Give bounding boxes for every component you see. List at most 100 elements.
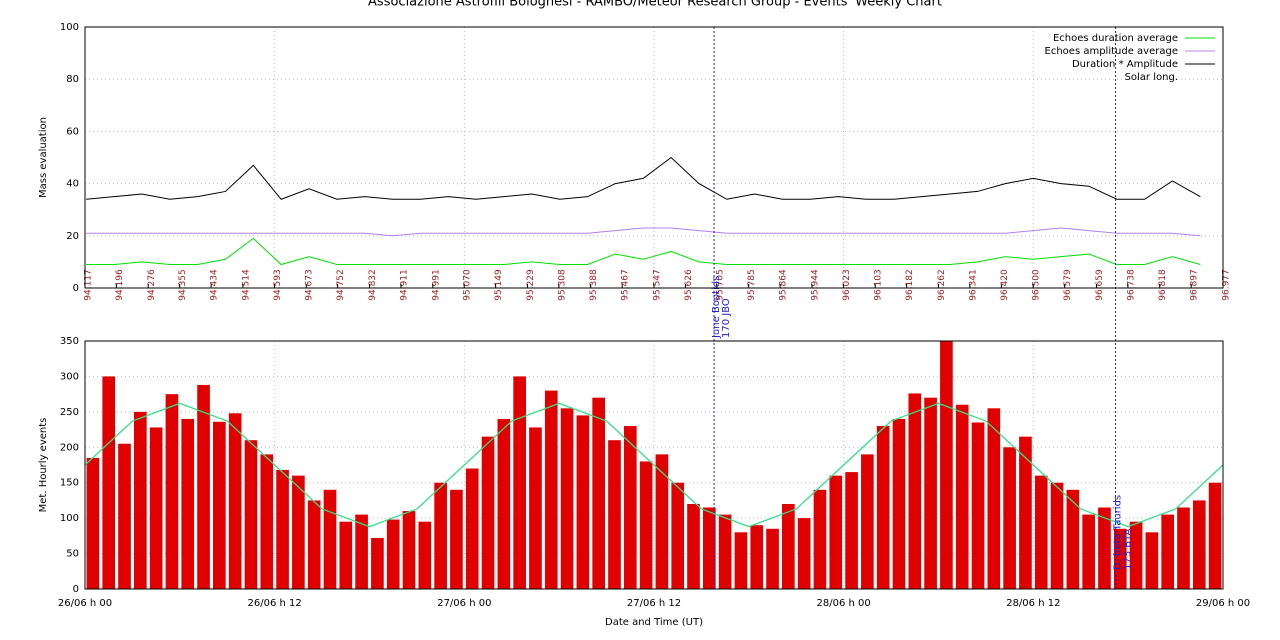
legend-label: Echoes amplitude average [1045, 46, 1178, 57]
solar-long-label: 95.388 [589, 269, 599, 301]
bar [924, 397, 937, 589]
bar [1066, 489, 1080, 589]
bar [734, 532, 748, 589]
solar-long-label: 96.103 [874, 269, 884, 301]
annotation-text: 170 JBO [721, 298, 732, 338]
solar-long-label: 96.977 [1222, 269, 1232, 301]
bar [718, 514, 732, 589]
bar [450, 489, 463, 589]
bar [876, 426, 890, 589]
y-axis-label: Met. Hourly events [38, 418, 49, 513]
solar-long-label: 94.196 [115, 269, 125, 301]
bar [639, 461, 653, 589]
bar [1082, 514, 1095, 589]
bar [386, 519, 400, 589]
y-tick-label: 0 [73, 584, 79, 595]
bar [102, 376, 116, 589]
bar [465, 468, 479, 589]
series-line [86, 237, 1201, 266]
series-line [86, 156, 1201, 200]
solar-long-label: 95.705 [715, 269, 725, 301]
y-tick-label: 250 [60, 407, 79, 418]
bar [529, 427, 542, 589]
bar [402, 511, 416, 589]
legend-label: Duration * Amplitude [1072, 59, 1178, 70]
solar-long-label: 95.229 [526, 269, 536, 301]
solar-long-label: 94.911 [399, 269, 409, 301]
y-tick-label: 50 [66, 549, 79, 560]
annotation-text: 173 BTA [1123, 529, 1134, 570]
bar [702, 507, 716, 589]
solar-long-label: 94.117 [84, 269, 94, 301]
x-tick-label: 26/06 h 12 [248, 598, 302, 609]
plot-frame [84, 340, 1224, 590]
bar [165, 394, 179, 589]
bar [181, 418, 195, 589]
bar [955, 404, 969, 589]
solar-long-label: 94.434 [210, 269, 220, 301]
y-tick-label: 200 [60, 442, 79, 453]
solar-long-label: 94.514 [241, 269, 251, 301]
solar-long-label: 94.593 [273, 269, 283, 301]
x-tick-label: 28/06 h 00 [817, 598, 871, 609]
bar [1192, 500, 1206, 589]
bar [576, 415, 590, 589]
bar [497, 418, 511, 589]
plot-frame [84, 26, 1224, 289]
bar [1208, 482, 1222, 589]
annotation-text: June Bootids [711, 276, 722, 339]
y-tick-label: 100 [60, 513, 79, 524]
y-tick-label: 80 [66, 74, 79, 85]
y-tick-label: 350 [60, 336, 79, 347]
bar [260, 454, 274, 589]
bar [829, 475, 843, 589]
bar [481, 436, 495, 589]
bar [307, 500, 321, 589]
bar [276, 469, 289, 589]
solar-long-label: 94.752 [336, 269, 346, 301]
solar-long-label: 95.547 [653, 269, 663, 301]
bar [292, 475, 305, 589]
bar [797, 518, 811, 589]
solar-long-label: 94.991 [431, 269, 441, 301]
bar [244, 440, 258, 589]
bar [655, 454, 669, 589]
legend-label: Echoes duration average [1053, 33, 1178, 44]
bar [671, 482, 685, 589]
x-tick-label: 28/06 h 12 [1006, 598, 1060, 609]
bar [149, 427, 163, 589]
bar [940, 341, 953, 589]
bar [1145, 532, 1159, 589]
bar [323, 489, 337, 589]
bar [608, 440, 621, 589]
bar [845, 472, 858, 589]
x-tick-label: 29/06 h 00 [1196, 598, 1250, 609]
solar-long-label: 96.182 [905, 269, 915, 301]
legend-label: Solar long. [1125, 72, 1178, 83]
solar-long-label: 95.070 [463, 269, 473, 301]
bar [1019, 436, 1032, 589]
bar [592, 397, 606, 589]
bar [1177, 507, 1190, 589]
solar-long-label: 96.023 [842, 269, 852, 301]
solar-long-label: 95.944 [810, 269, 820, 301]
solar-long-label: 94.276 [147, 269, 157, 301]
y-axis-label: Mass evaluation [38, 117, 49, 198]
solar-long-label: 96.897 [1190, 269, 1200, 301]
bar [544, 390, 558, 589]
bar [750, 525, 764, 589]
solar-long-label: 94.355 [178, 269, 188, 301]
annotation-text: D. beta Taurids [1113, 495, 1124, 570]
bar [1098, 507, 1111, 589]
bar [197, 384, 210, 589]
bar [971, 422, 985, 589]
bar [766, 528, 779, 589]
bar [908, 393, 922, 589]
bar [339, 521, 353, 589]
x-axis-label: Date and Time (UT) [605, 617, 703, 628]
bar [1034, 475, 1048, 589]
bar [1003, 447, 1016, 589]
series-line [86, 227, 1201, 237]
solar-long-label: 95.626 [684, 269, 694, 301]
y-tick-label: 100 [60, 22, 79, 33]
